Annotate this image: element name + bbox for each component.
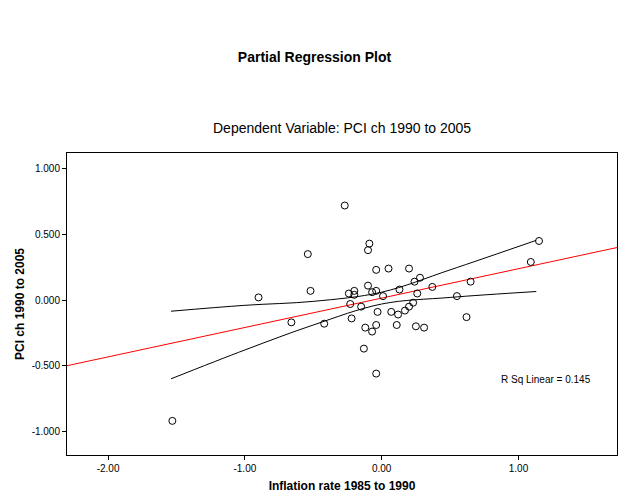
svg-text:-1.00: -1.00 [233,463,256,474]
svg-text:1.000: 1.000 [35,163,60,174]
svg-text:1.00: 1.00 [509,463,529,474]
svg-text:PCI ch 1990 to 2005: PCI ch 1990 to 2005 [13,248,27,360]
svg-text:Dependent Variable: PCI ch 199: Dependent Variable: PCI ch 1990 to 2005 [213,120,471,136]
svg-text:-1.000: -1.000 [32,426,61,437]
svg-text:-0.500: -0.500 [32,360,61,371]
svg-text:R Sq Linear = 0.145: R Sq Linear = 0.145 [501,374,591,385]
svg-text:-2.00: -2.00 [97,463,120,474]
svg-text:0.000: 0.000 [35,295,60,306]
svg-text:Partial Regression Plot: Partial Regression Plot [238,49,392,65]
svg-text:Inflation rate 1985 to 1990: Inflation rate 1985 to 1990 [269,479,416,493]
svg-text:0.00: 0.00 [372,463,392,474]
svg-text:0.500: 0.500 [35,229,60,240]
